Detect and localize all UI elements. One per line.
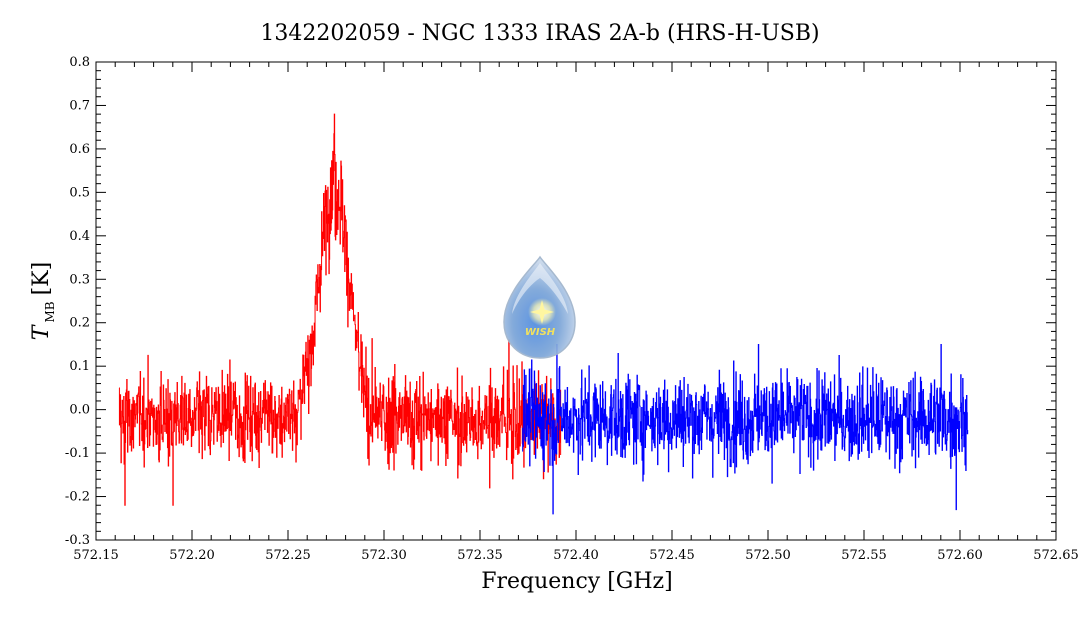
- x-tick-label: 572.55: [841, 548, 887, 563]
- x-tick-label: 572.20: [169, 548, 215, 563]
- y-axis-label-sub: MB: [43, 301, 57, 322]
- y-tick-label: -0.1: [65, 446, 90, 461]
- x-tick-label: 572.45: [649, 548, 695, 563]
- y-tick-label: 0.8: [69, 55, 90, 70]
- wish-logo: WISH: [503, 255, 576, 359]
- svg-text:TMB[K]: TMB [K]: [29, 262, 57, 340]
- y-tick-label: 0.6: [69, 142, 90, 157]
- x-tick-label: 572.25: [265, 548, 311, 563]
- x-tick-label: 572.65: [1033, 548, 1079, 563]
- wish-logo-text: WISH: [525, 327, 556, 338]
- chart-title: 1342202059 - NGC 1333 IRAS 2A-b (HRS-H-U…: [260, 21, 819, 46]
- x-tick-label: 572.15: [73, 548, 119, 563]
- y-tick-label: -0.2: [65, 490, 90, 505]
- star-icon: [530, 300, 554, 324]
- x-tick-label: 572.30: [361, 548, 407, 563]
- y-tick-label: 0.3: [69, 272, 90, 287]
- y-tick-label: 0.0: [69, 403, 90, 418]
- y-axis-label: TMB [K]: [29, 262, 57, 340]
- series-red-spectrum: [118, 113, 562, 506]
- y-tick-label: 0.5: [69, 185, 90, 200]
- series-blue-spectrum: [522, 343, 969, 515]
- x-tick-label: 572.60: [937, 548, 983, 563]
- y-tick-label: -0.3: [65, 533, 90, 548]
- y-axis-label-unit: [K]: [29, 262, 54, 296]
- x-tick-label: 572.40: [553, 548, 599, 563]
- y-tick-label: 0.1: [69, 359, 90, 374]
- y-tick-label: 0.2: [69, 316, 90, 331]
- y-axis-label-main: T: [29, 323, 54, 340]
- plot-frame: [95, 61, 1057, 541]
- y-tick-label: 0.4: [69, 229, 90, 244]
- y-tick-label: 0.7: [69, 98, 90, 113]
- x-tick-label: 572.50: [745, 548, 791, 563]
- x-tick-label: 572.35: [457, 548, 503, 563]
- x-axis-label: Frequency [GHz]: [481, 569, 673, 594]
